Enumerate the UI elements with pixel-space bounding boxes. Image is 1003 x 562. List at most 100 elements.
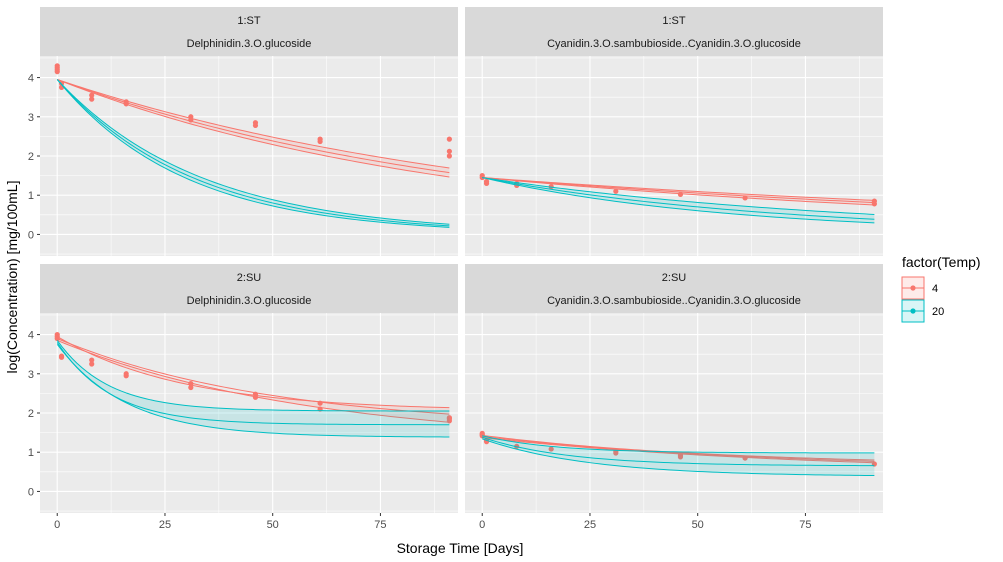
fit-line [56,79,450,227]
data-point [188,384,194,391]
lower-bound-line [482,177,875,224]
y-tick-label: 0 [28,229,34,241]
facet-strip-label-bottom: Cyanidin.3.O.sambubioside..Cyanidin.3.O.… [547,295,801,307]
upper-bound-line [482,434,875,461]
lower-bound-line [482,438,875,477]
data-point [89,357,95,363]
panels-layer: 1:ST Delphinidin.3.O.glucoside 1:ST Cyanidi… [40,7,883,513]
data-point [548,183,554,190]
data-point [677,191,684,198]
data-point [483,180,490,187]
legend-key-point [910,285,916,291]
facet-strip [465,7,883,56]
legend-title: factor(Temp) [902,254,981,270]
facet-strip [40,7,458,56]
data-point [479,433,485,439]
facet-strip-label-bottom: Delphinidin.3.O.glucoside [187,295,312,307]
y-tick-label: 3 [28,369,34,381]
confidence-ribbon [482,435,875,476]
data-point [479,174,485,181]
fit-line [482,177,875,220]
data-point [446,148,452,154]
data-point [317,400,323,406]
data-point [54,335,60,342]
data-point [123,373,129,379]
fit-line [482,436,875,467]
lower-bound-line [56,79,450,228]
data-point [58,354,65,360]
fit-line [57,79,450,174]
x-tick-label: 50 [692,519,704,531]
y-tick-label: 4 [28,330,34,342]
upper-bound-line [57,79,450,169]
facet-strip [465,264,883,313]
facet-panel: 2:SU Delphinidin.3.O.glucoside [40,264,458,513]
facet-strip-label-top: 1:ST [662,15,686,27]
confidence-ribbon [482,177,875,223]
data-point [89,92,95,98]
legend: factor(Temp) 4 20 [901,254,981,323]
data-point [613,188,619,194]
upper-bound-line [482,177,875,201]
y-tick-label: 2 [28,408,34,420]
data-point [123,101,129,107]
legend-key-point [910,308,916,314]
series-20 [482,177,875,224]
x-tick-label: 0 [54,519,60,531]
lower-bound-line [482,437,875,464]
confidence-ribbon [57,336,450,423]
data-point [742,195,748,201]
legend-label: 20 [932,306,944,318]
upper-bound-line [56,79,450,225]
lower-bound-line [57,79,450,178]
data-point [252,122,259,129]
fit-line [482,177,875,204]
data-point [446,136,452,142]
fit-line [57,338,450,415]
y-tick-label: 1 [28,447,34,459]
x-tick-label: 25 [159,519,171,531]
facet-strip-label-top: 1:ST [237,15,261,27]
data-point [188,380,194,387]
data-point [742,455,748,461]
data-point [613,450,619,456]
data-point [89,96,95,102]
facet-panel: 1:ST Delphinidin.3.O.glucoside [40,7,458,256]
fit-line [482,436,875,462]
legend-label: 4 [932,283,938,295]
data-point [54,69,60,75]
y-tick-label: 2 [28,151,34,163]
x-tick-label: 0 [479,519,485,531]
axes-layer: 0 1 2 3 4 0 1 2 3 4 0 25 50 75 0 25 50 75 [28,73,812,531]
series-20 [56,340,450,438]
series-4 [54,331,452,424]
data-point [677,454,684,460]
y-axis-title: log(Concentration) [mg/100mL] [4,181,20,374]
series-4 [479,173,877,207]
facet-strip-label-bottom: Delphinidin.3.O.glucoside [187,38,312,50]
series-20 [482,435,875,477]
series-4 [54,63,452,178]
data-point [188,117,194,123]
facet-strip-label-top: 2:SU [662,272,687,284]
legend-item-4: 4 [901,276,938,300]
y-tick-label: 1 [28,190,34,202]
data-point [446,418,452,424]
x-axis-title: Storage Time [Days] [397,540,524,556]
facet-strip-label-top: 2:SU [237,272,262,284]
x-tick-label: 50 [267,519,279,531]
y-tick-label: 0 [28,486,34,498]
data-point [252,394,259,400]
confidence-ribbon [57,340,450,437]
facet-strip-label-bottom: Cyanidin.3.O.sambubioside..Cyanidin.3.O.… [547,38,801,50]
upper-bound-line [482,435,875,454]
data-point [446,153,452,159]
upper-bound-line [482,177,875,215]
facet-panel: 1:ST Cyanidin.3.O.sambubioside..Cyanidin.… [465,7,883,256]
x-tick-label: 25 [584,519,596,531]
y-tick-label: 4 [28,73,34,85]
legend-item-20: 20 [901,299,944,323]
facet-strip [40,264,458,313]
data-point [871,201,877,207]
